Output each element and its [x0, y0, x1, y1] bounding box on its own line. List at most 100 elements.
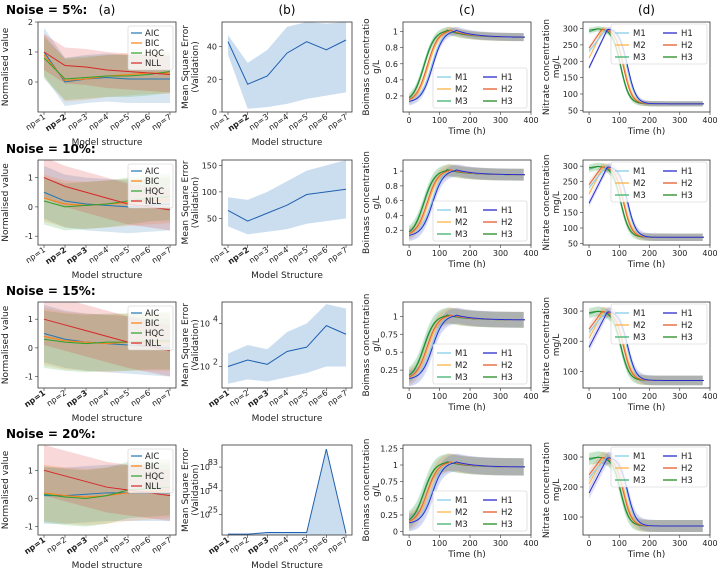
band-m3 — [409, 164, 524, 238]
y-tick-label: 0.75 — [380, 330, 398, 339]
x-tick-label: 0 — [587, 392, 592, 401]
y-tick-label: 1 — [393, 312, 398, 321]
x-tick-label: 200 — [642, 392, 657, 401]
x-tick-label: np=1 — [23, 535, 48, 556]
band-h2 — [409, 26, 524, 104]
legend-label-h2: H2 — [501, 218, 513, 228]
x-tick-label: 200 — [642, 539, 657, 548]
x-tick-label: np=2 — [226, 112, 251, 133]
y-tick-label: 50 — [207, 214, 217, 223]
x-tick-label: 100 — [612, 392, 627, 401]
x-tick-label: 400 — [702, 249, 717, 258]
x-tick-label: 300 — [672, 249, 687, 258]
series-line-nll — [43, 51, 171, 75]
legend-label-m2: M2 — [633, 464, 646, 474]
x-tick-label: 200 — [462, 249, 477, 258]
legend-label-nll: NLL — [145, 339, 161, 349]
series-line-hqc — [43, 57, 171, 80]
y-tick-label: 1 — [28, 466, 33, 475]
legend-label-m2: M2 — [455, 361, 468, 371]
y-axis-label: Normalised value — [1, 163, 11, 242]
y-tick-label: 50 — [568, 106, 578, 115]
row-label-3: Noise = 15%: — [6, 284, 96, 298]
x-tick-label: np=7 — [326, 535, 349, 555]
legend-box — [610, 23, 708, 65]
y-tick-label: 0.25 — [380, 511, 398, 520]
legend-label-h1: H1 — [501, 73, 513, 83]
x-tick-label: np=3 — [65, 245, 90, 266]
x-tick-label: np=3 — [66, 112, 89, 132]
y-axis-label: Mean Square Error — [181, 25, 191, 109]
y-tick-label: 1 — [28, 48, 33, 57]
legend-label-aic: AIC — [145, 29, 159, 39]
x-tick-label: 100 — [432, 249, 447, 258]
legend-label-h3: H3 — [681, 191, 693, 201]
band-m1 — [589, 306, 703, 386]
legend-label-m3: M3 — [633, 53, 646, 63]
y-tick-label: 0.6 — [385, 197, 398, 206]
legend-label-m2: M2 — [633, 41, 646, 51]
x-tick-label: np=1 — [24, 112, 47, 132]
band-m2 — [409, 26, 524, 105]
y-tick-exponent: 4 — [213, 315, 218, 324]
x-tick-label: np=7 — [326, 388, 349, 408]
plot-area — [227, 160, 347, 235]
series-line-h1 — [588, 311, 704, 381]
y-axis-label: g/L — [372, 60, 382, 74]
legend-label-m3: M3 — [633, 191, 646, 201]
legend-label-m2: M2 — [455, 218, 468, 228]
x-tick-label: np=4 — [267, 535, 290, 555]
y-axis-label: (Validation) — [191, 41, 201, 92]
y-tick-label: 10 — [200, 363, 210, 372]
legend-label-hqc: HQC — [145, 472, 164, 482]
band-h1 — [409, 307, 524, 387]
x-tick-label: 300 — [672, 392, 687, 401]
x-tick-label: np=7 — [150, 388, 173, 408]
plot-area — [408, 453, 525, 532]
band-m3 — [409, 307, 524, 383]
band-h2 — [409, 453, 524, 531]
band-nll — [44, 160, 170, 231]
band-h3 — [409, 26, 524, 102]
panel-r3-c3: M1 M2 M3 H1 H2 H3 0 100 200 300 400 0.25 0.5 0.75 1 Tim… — [362, 293, 539, 413]
mse-band — [228, 304, 346, 384]
x-tick-label: np=3 — [246, 535, 271, 556]
legend-label-h3: H3 — [501, 520, 513, 530]
x-tick-label: np=2 — [44, 112, 69, 133]
y-tick-label: 100 — [563, 367, 578, 376]
x-tick-label: 0 — [587, 539, 592, 548]
x-tick-label: np=2 — [44, 245, 69, 266]
x-tick-label: np=4 — [87, 388, 110, 408]
y-axis-label: Nitrate concentration — [542, 19, 552, 115]
legend-label-m2: M2 — [455, 85, 468, 95]
legend-label-h2: H2 — [501, 508, 513, 518]
y-tick-label: 0 — [28, 344, 33, 353]
legend-label-nll: NLL — [145, 482, 161, 492]
x-tick-label: np=5 — [108, 388, 131, 408]
legend-label-m1: M1 — [455, 206, 468, 216]
y-tick-label: 1.25 — [380, 444, 398, 453]
mse-line — [227, 188, 347, 222]
band-h1 — [589, 451, 703, 532]
legend-box — [610, 161, 708, 203]
y-tick-label: 150 — [202, 161, 217, 170]
y-tick-label: -1 — [25, 232, 33, 241]
y-tick-label: 40 — [207, 43, 217, 52]
y-tick-label: 1 — [28, 315, 33, 324]
y-axis-label: Normalised value — [1, 27, 11, 106]
x-tick-label: 300 — [672, 116, 687, 125]
y-tick-exponent: 83 — [208, 458, 218, 467]
panel-r4-c2: np=1np=2np=3np=4np=5np=6np=7102510541083… — [181, 444, 353, 571]
axes-frame — [221, 21, 353, 113]
x-tick-label: np=7 — [150, 245, 173, 265]
y-tick-label: 0 — [393, 528, 398, 537]
y-axis-label: mg/L — [552, 56, 562, 79]
legend-label-h3: H3 — [681, 476, 693, 486]
series-line-h1 — [588, 28, 704, 105]
y-tick-label: 100 — [563, 513, 578, 522]
y-axis-label: Mean Square Error — [181, 160, 191, 244]
y-tick-label: 100 — [202, 188, 217, 197]
